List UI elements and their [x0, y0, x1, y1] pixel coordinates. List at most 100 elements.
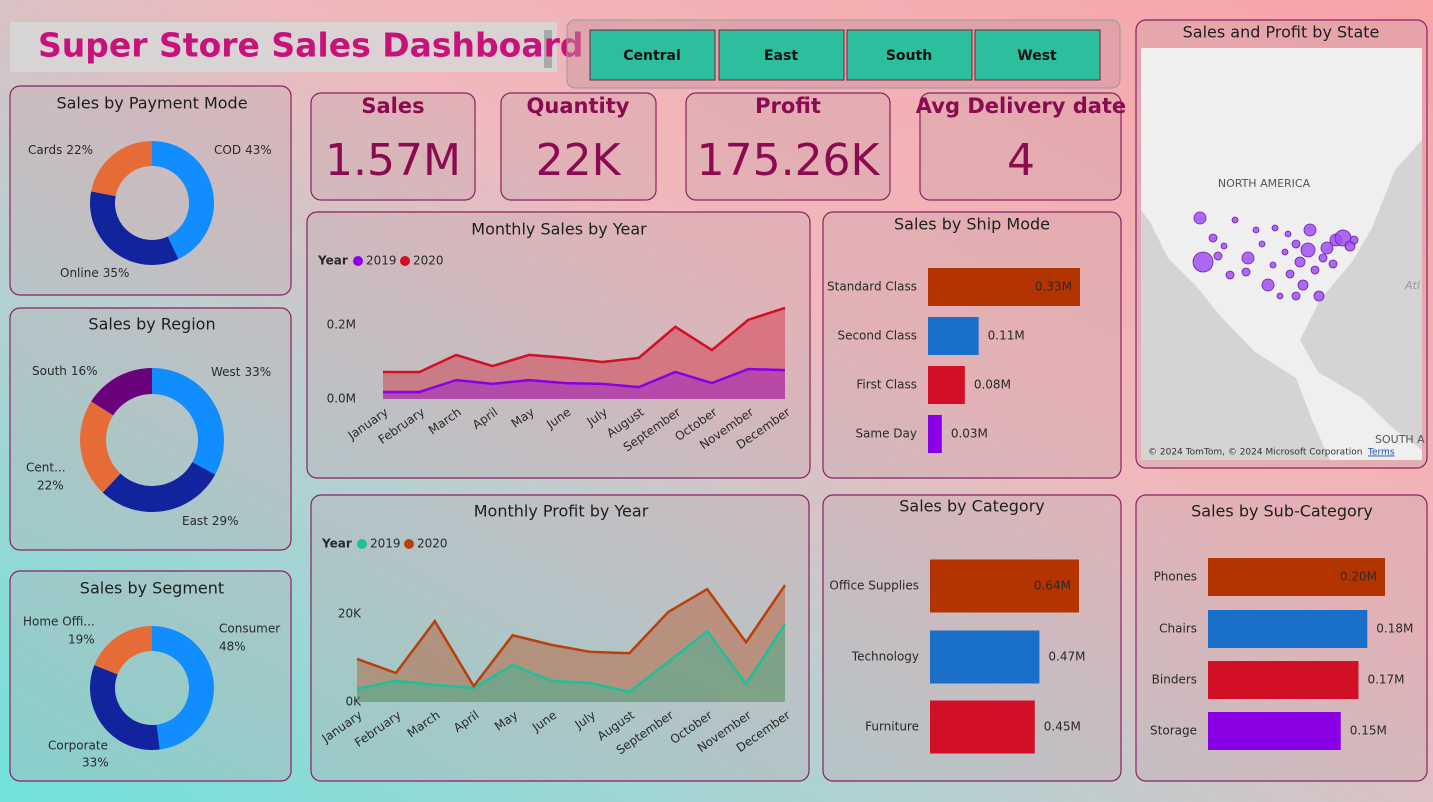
map-bubble — [1318, 253, 1328, 263]
panel — [306, 211, 811, 479]
legend-label: 2020 — [413, 254, 444, 268]
panel — [500, 92, 657, 201]
slice-value: 22% — [37, 479, 64, 493]
chart-title: Sales by Category — [899, 497, 1044, 516]
map-bubble — [1213, 251, 1223, 261]
slice-label: Home Offi... — [23, 615, 95, 629]
slice-value: 33% — [245, 365, 272, 379]
legend-marker — [357, 539, 367, 549]
slicer-items: Central East South West — [589, 29, 1101, 81]
map-attribution: © 2024 TomTom, © 2024 Microsoft Corporat… — [1148, 448, 1362, 458]
y-tick-label: 0.0M — [327, 392, 356, 406]
slice-label-group: COD 43% — [214, 143, 272, 157]
data-label: 0.15M — [1350, 724, 1387, 738]
slicer-label[interactable]: Central — [623, 48, 681, 64]
map-bubble — [1225, 270, 1235, 280]
series-area — [357, 585, 785, 702]
data-label: 0.33M — [1035, 280, 1072, 294]
map-bubble — [1208, 233, 1218, 243]
series-line — [356, 623, 787, 694]
bar — [928, 317, 979, 355]
map-bubble — [1192, 251, 1214, 273]
slice-label-group: West 33% — [211, 365, 271, 379]
slicer-label[interactable]: East — [764, 48, 798, 64]
slicer-label[interactable]: South — [886, 48, 932, 64]
y-tick-label: Binders — [1152, 673, 1197, 687]
data-label: 0.20M — [1340, 570, 1377, 584]
donut-slice — [90, 191, 179, 265]
donut-slice — [152, 367, 225, 475]
slice-value: 35% — [103, 266, 130, 280]
panel — [310, 494, 810, 782]
slicer-button[interactable] — [846, 29, 973, 81]
dashboard-title: Super Store Sales Dashboard — [38, 26, 584, 65]
slice-value: 29% — [212, 514, 239, 528]
y-tick-label: Storage — [1150, 724, 1197, 738]
slicer-button[interactable] — [718, 29, 845, 81]
panel — [310, 92, 476, 201]
legend-marker — [400, 256, 410, 266]
map-bubble — [1241, 267, 1251, 277]
slicer-label[interactable]: West — [1017, 48, 1057, 64]
kpi-value: 175.26K — [697, 135, 881, 186]
donut-slice — [80, 401, 121, 493]
donut-slice — [102, 462, 216, 513]
map-bubble — [1297, 279, 1309, 291]
slice-label-group: Cards 22% — [28, 143, 93, 157]
map-terms[interactable]: Terms — [1367, 448, 1395, 458]
bar — [930, 630, 1040, 684]
map-bubble — [1285, 269, 1295, 279]
kpi-value: 22K — [536, 135, 622, 186]
slice-value: 19% — [68, 633, 95, 647]
panel — [919, 92, 1122, 201]
kpi-label: Avg Delivery date — [916, 94, 1126, 118]
map-bubble — [1261, 278, 1275, 292]
y-tick-label: 20K — [338, 607, 362, 621]
y-tick-label: 0.2M — [327, 317, 356, 331]
slice-label: Cards — [28, 143, 62, 157]
chart-title: Sales by Segment — [80, 579, 224, 598]
series-line — [383, 367, 786, 394]
slice-label: COD — [214, 143, 241, 157]
map-bubble — [1220, 242, 1228, 250]
legend-title: Year — [321, 537, 352, 551]
map-bubble — [1349, 235, 1359, 245]
data-label: 0.03M — [951, 427, 988, 441]
chart-title: Monthly Sales by Year — [471, 220, 647, 239]
slice-label: South — [32, 364, 67, 378]
chart-title: Sales by Sub-Category — [1191, 502, 1373, 521]
map-bubble — [1258, 240, 1266, 248]
kpi-value: 1.57M — [325, 135, 461, 186]
slice-value: 48% — [219, 640, 246, 654]
y-tick-label: Technology — [851, 650, 919, 664]
slice-value: 22% — [66, 143, 93, 157]
map-bubble — [1193, 211, 1207, 225]
slice-label: East — [182, 514, 208, 528]
slice-label: Online — [60, 266, 99, 280]
kpi-value: 4 — [1007, 135, 1035, 186]
kpi-label: Profit — [755, 94, 821, 118]
chart-title: Sales by Ship Mode — [894, 215, 1050, 234]
donut-slice — [152, 141, 214, 260]
map — [1192, 211, 1359, 302]
y-tick-label: Chairs — [1159, 622, 1197, 636]
donut-slice — [90, 665, 160, 750]
slice-label: Corporate — [48, 739, 108, 753]
map-title: Sales and Profit by State — [1183, 23, 1380, 42]
map-bubble — [1269, 261, 1277, 269]
slicer-button[interactable] — [974, 29, 1101, 81]
slice-label-group: East 29% — [182, 514, 239, 528]
map-bubble — [1320, 241, 1334, 255]
kpi-label: Quantity — [527, 94, 630, 118]
map-bubble — [1328, 259, 1338, 269]
bar — [928, 268, 1080, 306]
chart-title: Sales by Payment Mode — [56, 94, 247, 113]
series-area — [383, 307, 785, 399]
map-bubble — [1303, 223, 1317, 237]
map-bubble — [1300, 242, 1316, 258]
bar — [1208, 712, 1341, 750]
legend-title: Year — [317, 254, 348, 268]
bar — [928, 366, 965, 404]
slicer-button[interactable] — [589, 29, 716, 81]
